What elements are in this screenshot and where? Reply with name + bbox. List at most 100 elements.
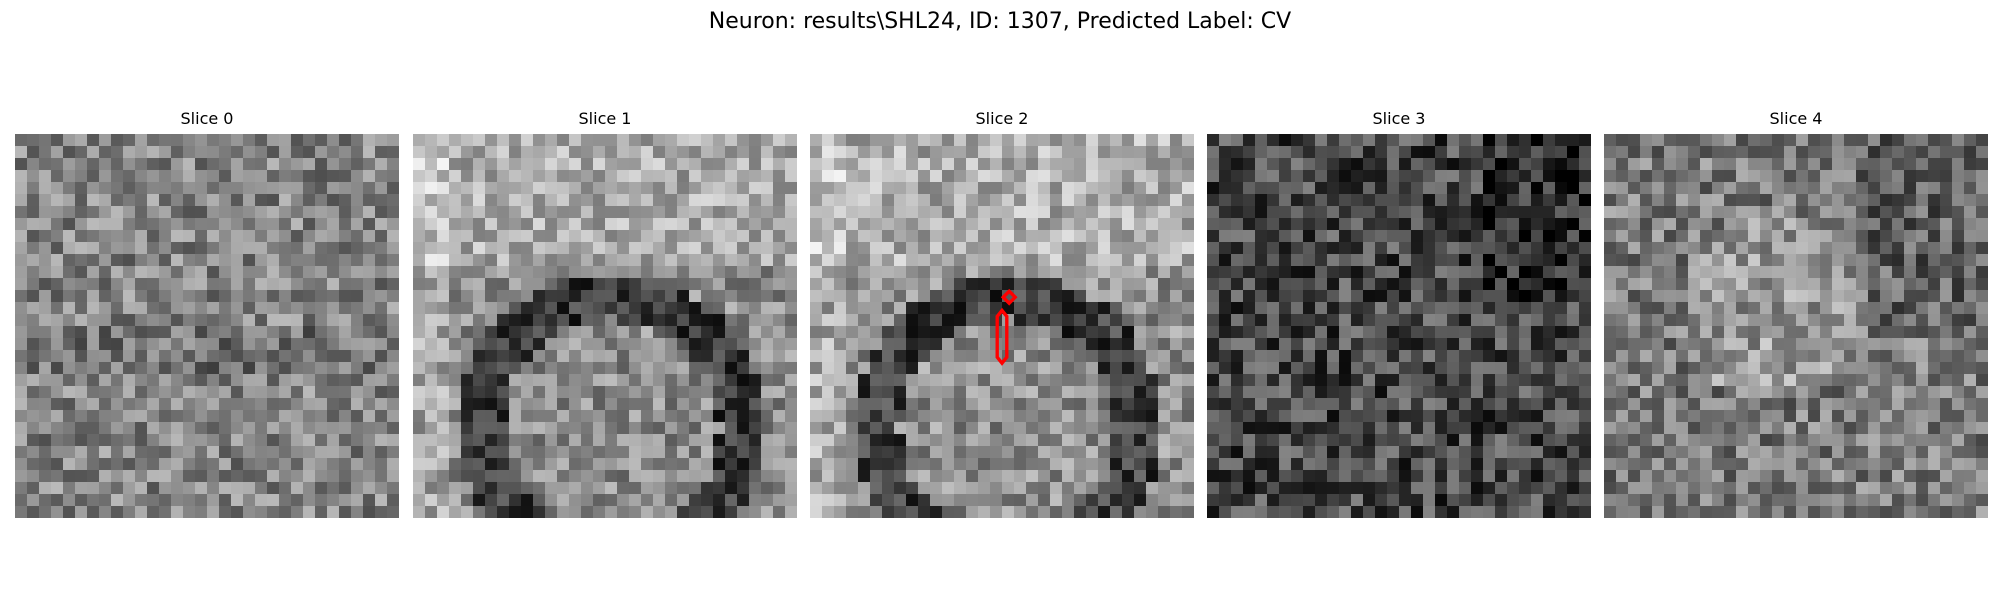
- pixel: [1435, 374, 1448, 387]
- pixel: [1579, 158, 1591, 171]
- pixel: [1748, 218, 1761, 231]
- pixel: [509, 182, 522, 195]
- pixel: [942, 230, 955, 243]
- pixel: [1086, 350, 1099, 363]
- pixel: [1219, 506, 1232, 518]
- pixel: [1243, 158, 1256, 171]
- pixel: [569, 422, 582, 435]
- pixel: [497, 182, 510, 195]
- pixel: [1519, 470, 1532, 483]
- pixel: [1014, 158, 1027, 171]
- pixel: [1664, 266, 1677, 279]
- pixel: [1904, 254, 1917, 267]
- pixel: [1892, 134, 1905, 147]
- pixel: [737, 254, 750, 267]
- pixel: [581, 362, 594, 375]
- pixel: [966, 146, 979, 159]
- pixel: [689, 134, 702, 147]
- pixel: [1712, 422, 1725, 435]
- pixel: [1435, 170, 1448, 183]
- pixel: [1495, 206, 1508, 219]
- pixel: [1014, 170, 1027, 183]
- pixel: [1435, 146, 1448, 159]
- pixel: [303, 326, 316, 339]
- pixel: [291, 506, 304, 518]
- pixel: [27, 278, 40, 291]
- pixel: [315, 374, 328, 387]
- pixel: [303, 494, 316, 507]
- pixel: [15, 386, 28, 399]
- pixel: [773, 230, 786, 243]
- pixel: [557, 458, 570, 471]
- pixel: [1158, 194, 1171, 207]
- pixel: [1543, 266, 1556, 279]
- pixel: [39, 230, 52, 243]
- pixel: [725, 158, 738, 171]
- pixel: [629, 266, 642, 279]
- pixel: [1134, 314, 1147, 327]
- pixel: [1122, 146, 1135, 159]
- pixel: [1315, 218, 1328, 231]
- pixel: [39, 398, 52, 411]
- pixel: [1231, 302, 1244, 315]
- pixel: [413, 254, 426, 267]
- pixel: [123, 446, 136, 459]
- pixel: [219, 158, 232, 171]
- pixel: [1387, 458, 1400, 471]
- pixel: [1062, 146, 1075, 159]
- pixel: [1483, 290, 1496, 303]
- pixel: [75, 494, 88, 507]
- pixel: [497, 194, 510, 207]
- pixel: [219, 494, 232, 507]
- pixel: [461, 386, 474, 399]
- pixel: [1231, 182, 1244, 195]
- pixel: [846, 314, 859, 327]
- pixel: [1411, 458, 1424, 471]
- pixel: [521, 302, 534, 315]
- pixel: [171, 398, 184, 411]
- pixel: [581, 350, 594, 363]
- pixel: [1339, 374, 1352, 387]
- pixel: [1567, 338, 1580, 351]
- pixel: [1387, 182, 1400, 195]
- pixel: [1652, 182, 1665, 195]
- pixel: [593, 182, 606, 195]
- pixel: [978, 302, 991, 315]
- pixel: [449, 218, 462, 231]
- pixel: [315, 350, 328, 363]
- pixel: [1062, 398, 1075, 411]
- pixel: [291, 398, 304, 411]
- pixel: [449, 254, 462, 267]
- pixel: [785, 410, 797, 423]
- pixel: [449, 182, 462, 195]
- pixel: [303, 158, 316, 171]
- pixel: [63, 506, 76, 518]
- pixel: [834, 434, 847, 447]
- pixel: [1014, 242, 1027, 255]
- pixel: [327, 470, 340, 483]
- pixel: [255, 326, 268, 339]
- pixel: [1002, 194, 1015, 207]
- pixel: [1495, 494, 1508, 507]
- pixel: [725, 146, 738, 159]
- pixel: [1363, 374, 1376, 387]
- pixel: [147, 254, 160, 267]
- pixel: [1964, 194, 1977, 207]
- pixel: [315, 494, 328, 507]
- pixel: [954, 266, 967, 279]
- pixel: [1483, 254, 1496, 267]
- pixel: [677, 434, 690, 447]
- pixel: [171, 386, 184, 399]
- pixel: [1110, 254, 1123, 267]
- pixel: [1952, 422, 1965, 435]
- pixel: [1628, 302, 1641, 315]
- pixel: [1555, 386, 1568, 399]
- pixel: [39, 182, 52, 195]
- pixel: [1748, 170, 1761, 183]
- pixel: [1231, 494, 1244, 507]
- pixel: [243, 494, 256, 507]
- pixel: [1616, 218, 1629, 231]
- pixel: [870, 314, 883, 327]
- pixel: [1736, 134, 1749, 147]
- pixel: [1712, 338, 1725, 351]
